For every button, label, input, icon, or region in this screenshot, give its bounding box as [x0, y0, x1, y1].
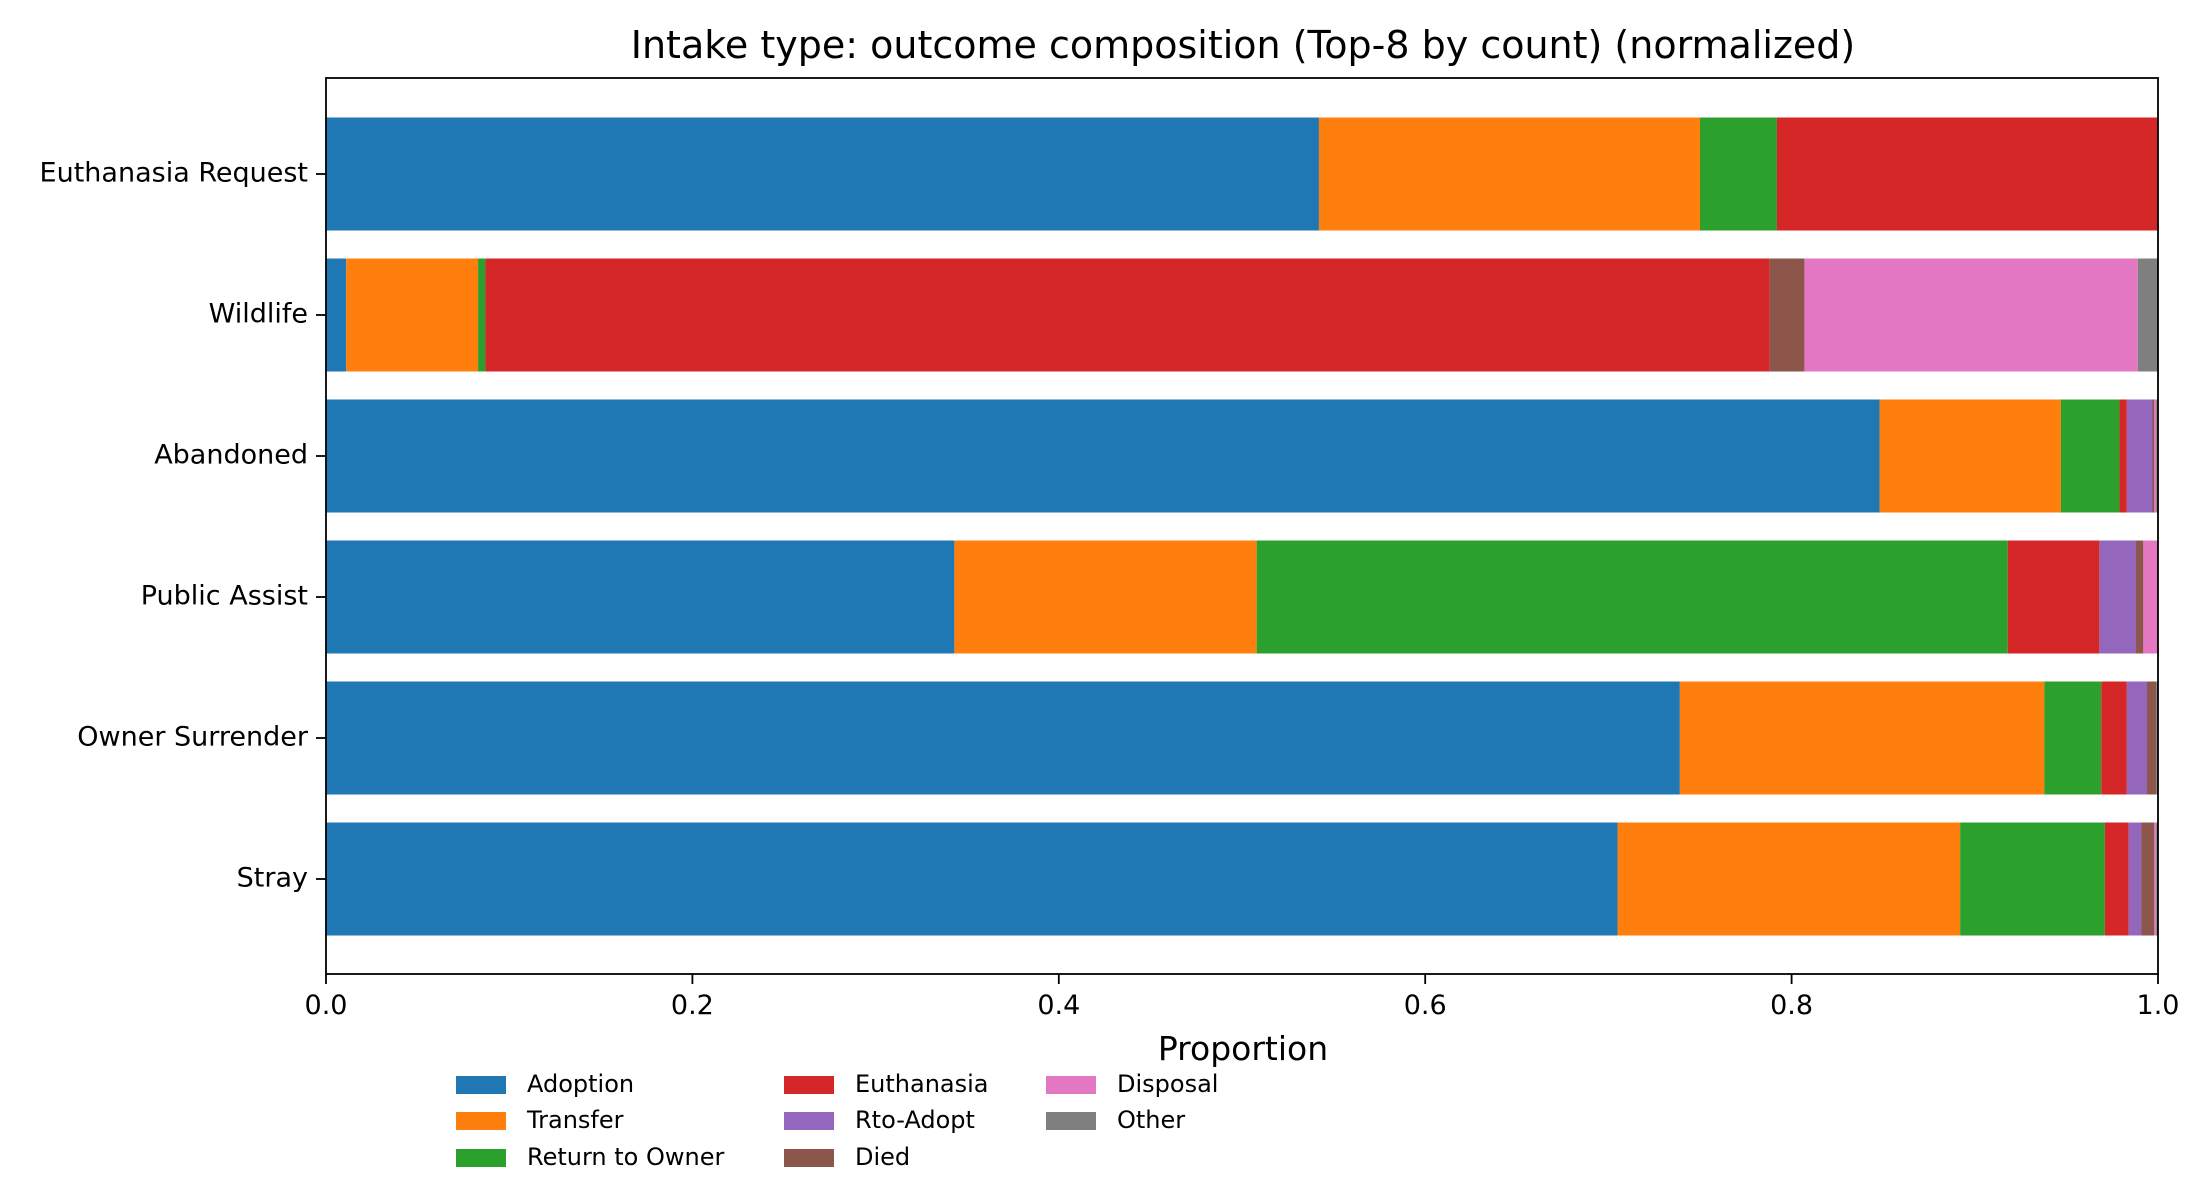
legend-swatch	[456, 1112, 506, 1130]
bar-stray-other	[2156, 822, 2158, 936]
bar-public-assist-transfer	[954, 540, 1257, 654]
legend-item-disposal: Disposal	[1046, 1070, 1218, 1098]
bar-abandoned-other	[2156, 399, 2158, 513]
bar-abandoned-return-to-owner	[2060, 399, 2120, 513]
bar-euthanasia-request-adoption	[326, 117, 1319, 231]
bar-owner-surrender-adoption	[326, 681, 1680, 795]
y-tick-label: Owner Surrender	[77, 722, 309, 753]
y-axis: Euthanasia Request Wildlife Abandoned Publi…	[40, 158, 326, 894]
legend-item-transfer: Transfer	[456, 1106, 624, 1134]
legend-item-adoption: Adoption	[456, 1070, 634, 1098]
bar-owner-surrender-rto-adopt	[2126, 681, 2148, 795]
chart-title: Intake type: outcome composition (Top-8 …	[631, 23, 1855, 67]
legend-item-return-to-owner: Return to Owner	[456, 1143, 724, 1171]
bar-abandoned-euthanasia	[2119, 399, 2127, 513]
legend-swatch	[784, 1112, 834, 1130]
bar-stray-return-to-owner	[1960, 822, 2105, 936]
bar-stray-disposal	[2154, 822, 2157, 936]
bar-owner-surrender-euthanasia	[2101, 681, 2127, 795]
bar-abandoned-died	[2152, 399, 2155, 513]
x-tick-label: 0.4	[1037, 990, 1080, 1021]
bar-wildlife-return-to-owner	[478, 258, 486, 372]
y-tick-label: Euthanasia Request	[40, 158, 308, 189]
bar-wildlife-other	[2137, 258, 2158, 372]
bar-row-abandoned	[326, 399, 2158, 513]
legend-label: Died	[855, 1143, 910, 1171]
legend-item-other: Other	[1046, 1106, 1185, 1134]
bar-row-owner-surrender	[326, 681, 2158, 795]
bar-abandoned-disposal	[2154, 399, 2157, 513]
bar-stray-transfer	[1617, 822, 1961, 936]
legend-swatch	[456, 1149, 506, 1167]
x-tick-label: 0.8	[1770, 990, 1813, 1021]
bars-layer	[326, 117, 2158, 936]
x-tick-label: 1.0	[2137, 990, 2180, 1021]
legend-item-died: Died	[784, 1143, 910, 1171]
bar-public-assist-euthanasia	[2007, 540, 2100, 654]
bar-row-euthanasia-request	[326, 117, 2158, 231]
bar-row-wildlife	[326, 258, 2158, 372]
bar-owner-surrender-died	[2147, 681, 2157, 795]
bar-euthanasia-request-transfer	[1318, 117, 1700, 231]
x-tick-label: 0.0	[305, 990, 348, 1021]
legend-label: Euthanasia	[855, 1070, 989, 1098]
legend-label: Return to Owner	[527, 1143, 724, 1171]
legend-label: Adoption	[527, 1070, 634, 1098]
bar-owner-surrender-transfer	[1679, 681, 2045, 795]
bar-stray-adoption	[326, 822, 1618, 936]
bar-wildlife-disposal	[1804, 258, 2138, 372]
legend-label: Disposal	[1117, 1070, 1218, 1098]
bar-row-stray	[326, 822, 2158, 936]
legend-swatch	[784, 1149, 834, 1167]
x-axis: 0.0 0.2 0.4 0.6 0.8 1.0	[305, 974, 2180, 1021]
bar-stray-euthanasia	[2104, 822, 2129, 936]
bar-public-assist-disposal	[2143, 540, 2158, 654]
legend-swatch	[784, 1076, 834, 1094]
x-tick-label: 0.2	[671, 990, 714, 1021]
bar-euthanasia-request-return-to-owner	[1700, 117, 1777, 231]
bar-abandoned-adoption	[326, 399, 1880, 513]
y-tick-label: Public Assist	[141, 581, 308, 612]
bar-public-assist-died	[2136, 540, 2144, 654]
bar-owner-surrender-return-to-owner	[2044, 681, 2102, 795]
bar-abandoned-rto-adopt	[2126, 399, 2153, 513]
legend-label: Rto-Adopt	[855, 1106, 975, 1134]
bar-public-assist-return-to-owner	[1256, 540, 2008, 654]
bar-wildlife-transfer	[346, 258, 479, 372]
legend-swatch	[1046, 1076, 1096, 1094]
bar-public-assist-rto-adopt	[2099, 540, 2137, 654]
y-tick-label: Stray	[237, 863, 308, 894]
bar-stray-died	[2141, 822, 2155, 936]
legend-item-rto-adopt: Rto-Adopt	[784, 1106, 975, 1134]
bar-wildlife-adoption	[326, 258, 347, 372]
bar-public-assist-adoption	[326, 540, 955, 654]
x-axis-label: Proportion	[1158, 1029, 1328, 1068]
legend: Adoption Transfer Return to Owner Euthanasi…	[456, 1070, 1218, 1171]
bar-wildlife-euthanasia	[485, 258, 1770, 372]
legend-label: Transfer	[526, 1106, 624, 1134]
bar-row-public-assist	[326, 540, 2158, 654]
y-tick-label: Abandoned	[154, 440, 308, 471]
x-tick-label: 0.6	[1404, 990, 1447, 1021]
bar-abandoned-transfer	[1879, 399, 2061, 513]
bar-wildlife-died	[1769, 258, 1805, 372]
plot-frame	[325, 77, 2159, 975]
y-tick-label: Wildlife	[209, 299, 308, 330]
bar-euthanasia-request-euthanasia	[1776, 117, 2158, 231]
legend-swatch	[1046, 1112, 1096, 1130]
bar-owner-surrender-other	[2156, 681, 2158, 795]
legend-swatch	[456, 1076, 506, 1094]
bar-stray-rto-adopt	[2128, 822, 2142, 936]
legend-item-euthanasia: Euthanasia	[784, 1070, 989, 1098]
legend-label: Other	[1117, 1106, 1185, 1134]
